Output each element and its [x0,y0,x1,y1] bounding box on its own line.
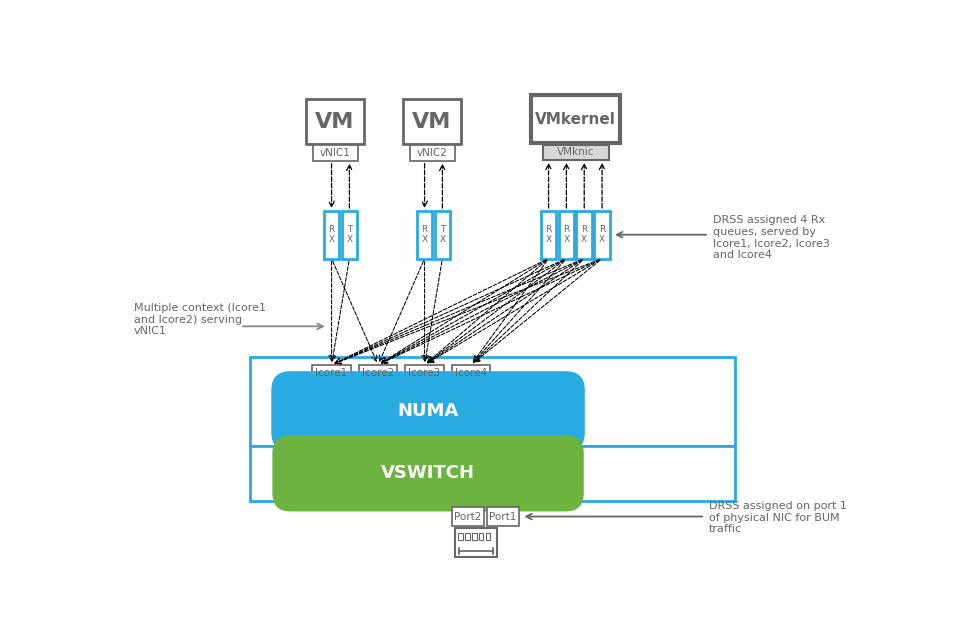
Bar [576,211,592,259]
Bar [324,211,339,259]
Bar [306,99,364,144]
Text: VM: VM [412,112,451,131]
Text: NUMA: NUMA [397,403,459,420]
Bar [455,528,497,557]
Text: vNIC2: vNIC2 [417,148,447,158]
Text: lcore2: lcore2 [362,368,395,378]
Text: VMknic: VMknic [558,147,595,157]
Bar [417,211,432,259]
Bar [359,365,397,382]
Text: R
X: R X [421,225,428,244]
Bar [452,365,491,382]
Bar [540,211,557,259]
Bar [479,533,484,540]
Bar [452,507,484,526]
Bar [472,533,476,540]
Text: VSWITCH: VSWITCH [381,464,475,482]
Bar [486,533,491,540]
Text: lcore3: lcore3 [408,368,441,378]
Text: R
X: R X [599,225,605,244]
Text: lcore4: lcore4 [455,368,487,378]
Text: VM: VM [316,112,355,131]
Text: R
X: R X [581,225,588,244]
Text: DRSS assigned 4 Rx
queues, served by
lcore1, lcore2, lcore3
and lcore4: DRSS assigned 4 Rx queues, served by lco… [713,216,829,260]
Text: vNIC1: vNIC1 [320,148,351,158]
Text: T
X: T X [440,225,445,244]
Text: R
X: R X [564,225,569,244]
Text: R
X: R X [545,225,552,244]
Text: T
X: T X [347,225,352,244]
Bar [543,145,609,160]
FancyBboxPatch shape [273,436,584,512]
Bar [342,211,357,259]
Text: Port2: Port2 [454,512,482,522]
Bar [251,357,734,446]
Bar [487,507,519,526]
Bar [313,145,358,161]
Text: VMkernel: VMkernel [535,112,615,127]
Bar [312,365,351,382]
Text: R
X: R X [328,225,335,244]
Text: Multiple context (lcore1
and lcore2) serving
vNIC1: Multiple context (lcore1 and lcore2) ser… [134,303,266,337]
Bar [410,145,455,161]
Bar [559,211,574,259]
Bar [403,99,461,144]
Bar [435,211,450,259]
Bar [465,533,469,540]
Bar [458,533,463,540]
Text: DRSS assigned on port 1
of physical NIC for BUM
traffic: DRSS assigned on port 1 of physical NIC … [709,501,847,534]
FancyBboxPatch shape [272,371,585,451]
Text: lcore1: lcore1 [316,368,348,378]
Bar [251,446,734,501]
Text: Port1: Port1 [490,512,516,522]
Bar [405,365,444,382]
Bar [531,95,620,143]
Bar [594,211,610,259]
